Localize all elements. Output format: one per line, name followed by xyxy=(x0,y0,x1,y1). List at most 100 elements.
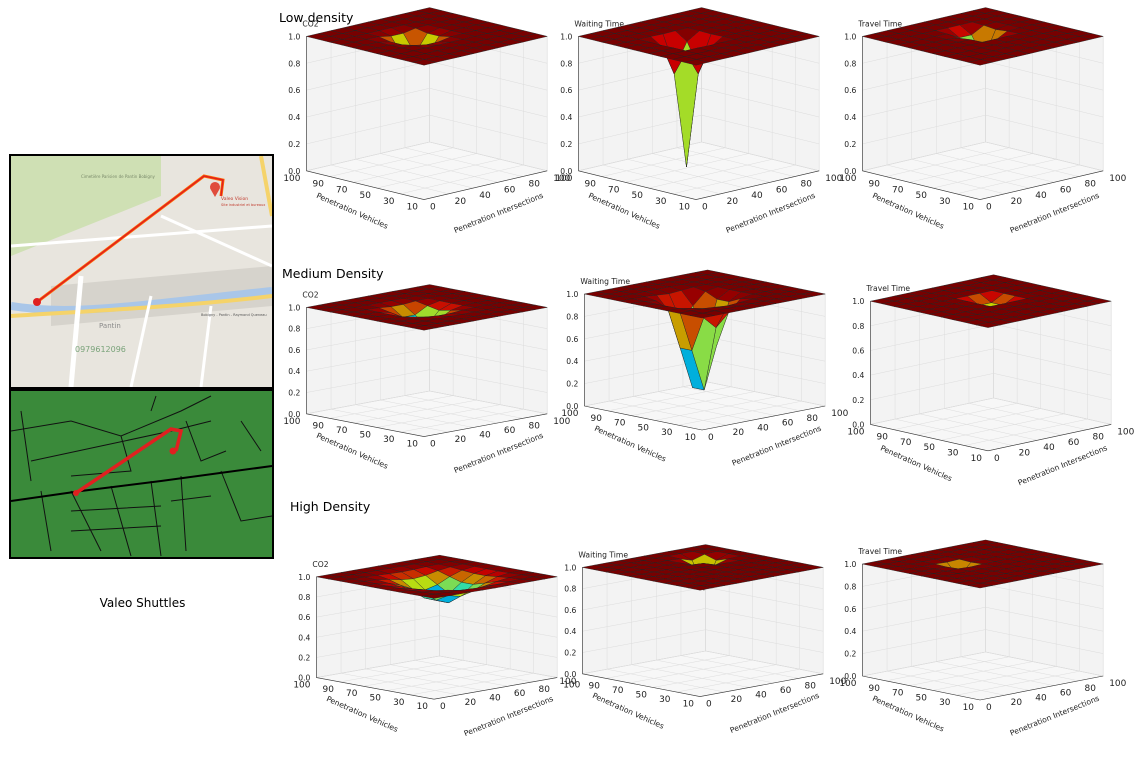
z-tick-label: 0.4 xyxy=(288,113,300,122)
z-tick-label: 0.8 xyxy=(852,322,864,331)
y-tick-label: 100 xyxy=(553,417,570,427)
y-tick-label: 20 xyxy=(733,428,745,438)
y-tick-label: 20 xyxy=(1011,197,1023,207)
x-tick-label: 70 xyxy=(336,185,348,195)
x-tick-label: 90 xyxy=(869,684,881,694)
x-tick-label: 50 xyxy=(632,191,644,201)
chart-title: Waiting Time xyxy=(574,19,624,28)
x-tick-label: 100 xyxy=(559,677,576,687)
z-tick-label: 0.6 xyxy=(298,613,310,622)
x-tick-label: 90 xyxy=(591,414,603,424)
x-tick-label: 30 xyxy=(383,197,395,207)
z-tick-label: 1.0 xyxy=(564,563,576,572)
y-tick-label: 0 xyxy=(430,203,436,213)
x-tick-label: 10 xyxy=(407,203,419,213)
x-tick-label: 100 xyxy=(839,174,856,184)
y-tick-label: 0 xyxy=(702,203,708,213)
z-tick-label: 0.4 xyxy=(852,371,864,380)
route-start-marker xyxy=(33,298,41,306)
x-tick-label: 10 xyxy=(683,700,695,710)
surface-patch xyxy=(688,585,713,591)
y-tick-label: 0 xyxy=(986,703,992,713)
y-tick-label: 40 xyxy=(755,690,767,700)
y-tick-label: 0 xyxy=(706,700,712,710)
y-tick-label: 60 xyxy=(1068,438,1080,448)
x-tick-label: 100 xyxy=(283,174,300,184)
y-tick-label: 40 xyxy=(1043,443,1055,453)
surface-patch xyxy=(412,325,437,331)
z-tick-label: 0.8 xyxy=(298,593,310,602)
z-tick-label: 0.4 xyxy=(288,367,300,376)
x-tick-label: 30 xyxy=(939,698,951,708)
y-tick-label: 60 xyxy=(514,689,526,699)
surface-patch xyxy=(684,59,709,66)
surface-mesh xyxy=(862,7,1104,66)
x-tick-label: 90 xyxy=(877,433,889,443)
y-tick-label: 0 xyxy=(994,454,1000,464)
surface-patch xyxy=(412,59,437,66)
z-tick-label: 0.6 xyxy=(288,346,300,355)
z-tick-label: 0.6 xyxy=(844,86,856,95)
chart-title: CO2 xyxy=(302,19,318,28)
x-tick-label: 50 xyxy=(638,423,650,433)
chart-title: Waiting Time xyxy=(578,550,628,559)
surface-mesh xyxy=(582,544,824,591)
z-tick-label: 0.6 xyxy=(566,335,578,344)
chart-travel-time-medium: 0.0 0.2 0.4 0.6 0.8 1.0 10 30 50 70 90 100 100 80 60 40… xyxy=(847,274,1135,487)
x-tick-label: 90 xyxy=(323,685,335,695)
surface-patch xyxy=(968,59,993,66)
y-tick-label: 80 xyxy=(539,685,551,695)
chart-travel-time-high: 0.0 0.2 0.4 0.6 0.8 1.0 10 30 50 70 90 100 100 80 60 40… xyxy=(839,539,1127,738)
y-tick-label: 40 xyxy=(757,423,769,433)
z-tick-label: 0.0 xyxy=(844,167,856,176)
y-tick-label: 60 xyxy=(1060,185,1072,195)
x-tick-label: 90 xyxy=(589,681,601,691)
z-tick-label: 1.0 xyxy=(288,32,300,41)
x-tick-label: 100 xyxy=(283,417,300,427)
map-pin-icon xyxy=(210,182,220,197)
y-tick-label: 20 xyxy=(465,698,477,708)
z-tick-label: 0.8 xyxy=(564,585,576,594)
x-tick-label: 10 xyxy=(417,702,429,712)
y-tick-label: 100 xyxy=(1109,174,1126,184)
surface-mesh xyxy=(306,284,548,331)
section-title-medium: Medium Density xyxy=(282,266,384,281)
surface-mesh xyxy=(862,539,1104,589)
z-tick-label: 1.0 xyxy=(560,32,572,41)
chart-title: Travel Time xyxy=(857,547,902,556)
z-tick-label: 1.0 xyxy=(844,32,856,41)
x-tick-label: 30 xyxy=(393,698,405,708)
x-tick-label: 50 xyxy=(636,690,648,700)
x-axis-label: Penetration Vehicles xyxy=(325,694,399,734)
z-tick-label: 0.8 xyxy=(288,325,300,334)
z-tick-label: 0.4 xyxy=(566,357,578,366)
x-axis-label: Penetration Vehicles xyxy=(591,691,665,731)
y-tick-label: 20 xyxy=(1011,698,1023,708)
surface-patch xyxy=(422,593,447,599)
y-tick-label: 20 xyxy=(1019,449,1031,459)
y-axis-label: Penetration Intersections xyxy=(453,431,545,475)
y-tick-label: 20 xyxy=(731,695,743,705)
y-axis-label: Penetration Intersections xyxy=(729,691,821,735)
z-tick-label: 0.6 xyxy=(564,606,576,615)
x-axis-label: Penetration Vehicles xyxy=(315,191,389,231)
map-label-town: Pantin xyxy=(99,322,121,330)
x-tick-label: 30 xyxy=(661,428,673,438)
x-tick-label: 10 xyxy=(971,454,983,464)
z-tick-label: 0.2 xyxy=(844,140,856,149)
z-tick-label: 0.4 xyxy=(844,627,856,636)
z-tick-label: 0.2 xyxy=(288,140,300,149)
z-tick-label: 0.8 xyxy=(844,59,856,68)
z-tick-label: 1.0 xyxy=(566,290,578,299)
x-tick-label: 50 xyxy=(916,191,928,201)
x-axis-label: Penetration Vehicles xyxy=(871,694,945,734)
y-tick-label: 100 xyxy=(831,409,848,419)
y-tick-label: 80 xyxy=(1085,180,1097,190)
x-tick-label: 70 xyxy=(892,185,904,195)
surface-mesh xyxy=(870,274,1112,328)
y-tick-label: 80 xyxy=(807,414,819,424)
z-tick-label: 0.6 xyxy=(560,86,572,95)
x-tick-label: 100 xyxy=(561,409,578,419)
z-tick-label: 0.2 xyxy=(564,649,576,658)
